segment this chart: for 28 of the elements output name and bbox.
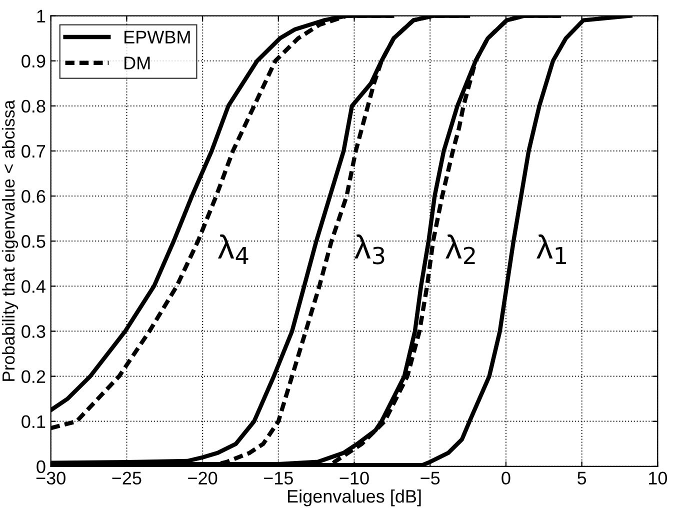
y-tick-label: 0.3 — [22, 325, 46, 338]
x-tick-label: −15 — [264, 472, 293, 485]
y-tick-label: 1 — [37, 10, 46, 22]
x-tick-label: −25 — [112, 472, 142, 485]
y-tick-label: 0.6 — [22, 190, 46, 203]
y-tick-label: 0.1 — [22, 415, 46, 428]
annotation: λ$_{2}$ — [446, 234, 475, 264]
x-tick-label: 0 — [502, 472, 510, 485]
y-axis-title: Probability that eigenvalue < abcissa — [2, 100, 18, 381]
y-tick-label: 0.5 — [22, 235, 46, 248]
x-tick-label: 5 — [578, 472, 586, 485]
annotation: λ$_{3}$ — [354, 234, 384, 264]
y-tick-label: 0.9 — [22, 54, 46, 68]
x-tick-label: −5 — [420, 472, 440, 485]
y-tick-label: 0.7 — [22, 144, 46, 158]
legend-label: EPWBM — [124, 30, 190, 44]
x-tick-label: −10 — [340, 472, 369, 485]
legend-label: DM — [124, 56, 150, 70]
y-tick-label: 0.8 — [22, 100, 46, 113]
x-tick-label: −30 — [36, 472, 66, 485]
x-tick-label: −20 — [188, 472, 218, 485]
y-tick-label: 0.2 — [22, 370, 46, 383]
y-tick-label: 0.4 — [22, 280, 46, 293]
annotation: λ$_{1}$ — [536, 234, 566, 264]
x-tick-label: 10 — [648, 472, 667, 485]
annotation: λ$_{4}$ — [218, 234, 248, 264]
y-tick-label: 0 — [36, 460, 46, 474]
x-axis-title: Eigenvalues [dB] — [288, 489, 421, 506]
